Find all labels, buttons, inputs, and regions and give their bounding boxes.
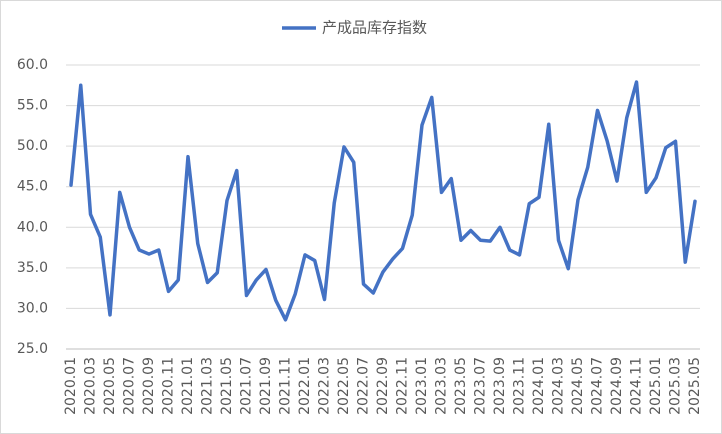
x-tick-label: 2020.11 [161,357,177,415]
x-tick-label: 2022.07 [356,357,372,415]
x-tick-label: 2024.09 [609,357,625,415]
x-tick-label: 2020.05 [102,357,118,415]
x-tick-label: 2020.01 [63,357,79,415]
x-tick-label: 2023.05 [453,357,469,415]
line-series [69,80,697,322]
x-tick-label: 2021.03 [200,357,216,415]
y-tick-label: 25.0 [17,341,48,357]
y-tick-label: 30.0 [17,300,48,316]
legend-label: 产成品库存指数 [322,19,427,37]
x-tick-label: 2023.09 [492,357,508,415]
x-tick-label: 2023.07 [473,357,489,415]
y-tick-label: 55.0 [17,98,48,114]
x-tick-label: 2025.03 [668,357,684,415]
x-tick-label: 2022.11 [395,357,411,415]
x-tick-label: 2024.07 [590,357,606,415]
y-tick-label: 50.0 [17,138,48,154]
x-tick-label: 2021.07 [239,357,255,415]
x-tick-label: 2022.09 [375,357,391,415]
x-tick-label: 2022.05 [336,357,352,415]
x-tick-label: 2020.03 [83,357,99,415]
x-tick-label: 2024.05 [570,357,586,415]
y-tick-label: 35.0 [17,260,48,276]
x-tick-label: 2021.01 [180,357,196,415]
x-tick-label: 2020.09 [141,357,157,415]
x-tick-label: 2025.01 [648,357,664,415]
x-tick-label: 2021.09 [258,357,274,415]
x-tick-label: 2020.07 [122,357,138,415]
x-tick-label: 2022.03 [317,357,333,415]
x-tick-label: 2023.01 [414,357,430,415]
x-tick-label: 2022.01 [297,357,313,415]
x-tick-label: 2024.01 [531,357,547,415]
y-tick-label: 60.0 [17,57,48,73]
x-tick-label: 2023.11 [512,357,528,415]
y-tick-label: 40.0 [17,219,48,235]
x-tick-label: 2021.05 [219,357,235,415]
x-tick-label: 2025.05 [687,357,703,415]
x-tick-label: 2024.03 [551,357,567,415]
x-tick-label: 2024.11 [629,357,645,415]
y-tick-label: 45.0 [17,179,48,195]
x-tick-label: 2021.11 [278,357,294,415]
x-tick-label: 2023.03 [434,357,450,415]
